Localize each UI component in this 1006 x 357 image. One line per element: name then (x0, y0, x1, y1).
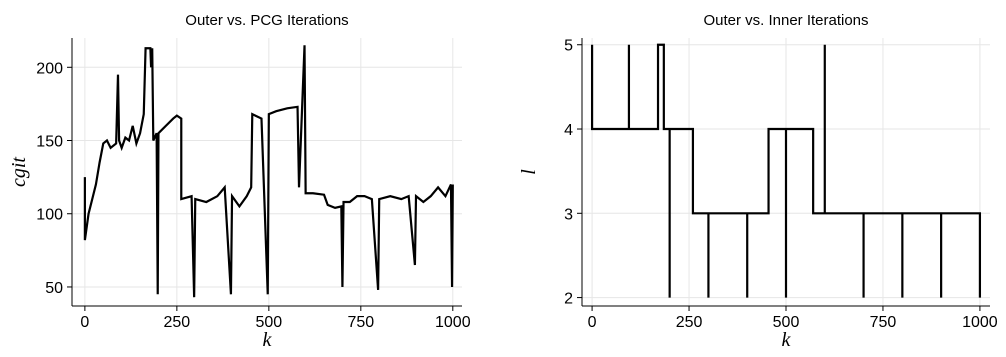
y-tick-label: 3 (564, 206, 573, 223)
x-axis-label: k (263, 329, 273, 351)
y-tick-label: 50 (45, 280, 63, 297)
x-tick-label: 250 (676, 314, 703, 331)
y-tick-label: 150 (36, 134, 63, 151)
x-tick-label: 250 (164, 314, 191, 331)
chart-title: Outer vs. Inner Iterations (703, 12, 868, 29)
x-tick-label: 750 (870, 314, 897, 331)
y-axis-label: cgit (8, 157, 30, 187)
data-line (590, 43, 982, 298)
x-tick-label: 0 (588, 314, 597, 331)
x-tick-label: 0 (80, 314, 89, 331)
x-tick-label: 500 (255, 314, 282, 331)
y-tick-label: 4 (564, 122, 573, 139)
y-tick-label: 5 (564, 38, 573, 55)
data-line (83, 45, 454, 298)
x-tick-label: 1000 (435, 314, 471, 331)
y-tick-label: 2 (564, 291, 573, 308)
x-tick-label: 500 (773, 314, 800, 331)
y-axis-label: l (518, 169, 540, 175)
x-tick-label: 1000 (962, 314, 998, 331)
y-tick-label: 100 (36, 207, 63, 224)
x-tick-label: 750 (347, 314, 374, 331)
chart-title: Outer vs. PCG Iterations (185, 12, 348, 29)
x-axis-label: k (782, 329, 792, 351)
y-tick-label: 200 (36, 60, 63, 77)
